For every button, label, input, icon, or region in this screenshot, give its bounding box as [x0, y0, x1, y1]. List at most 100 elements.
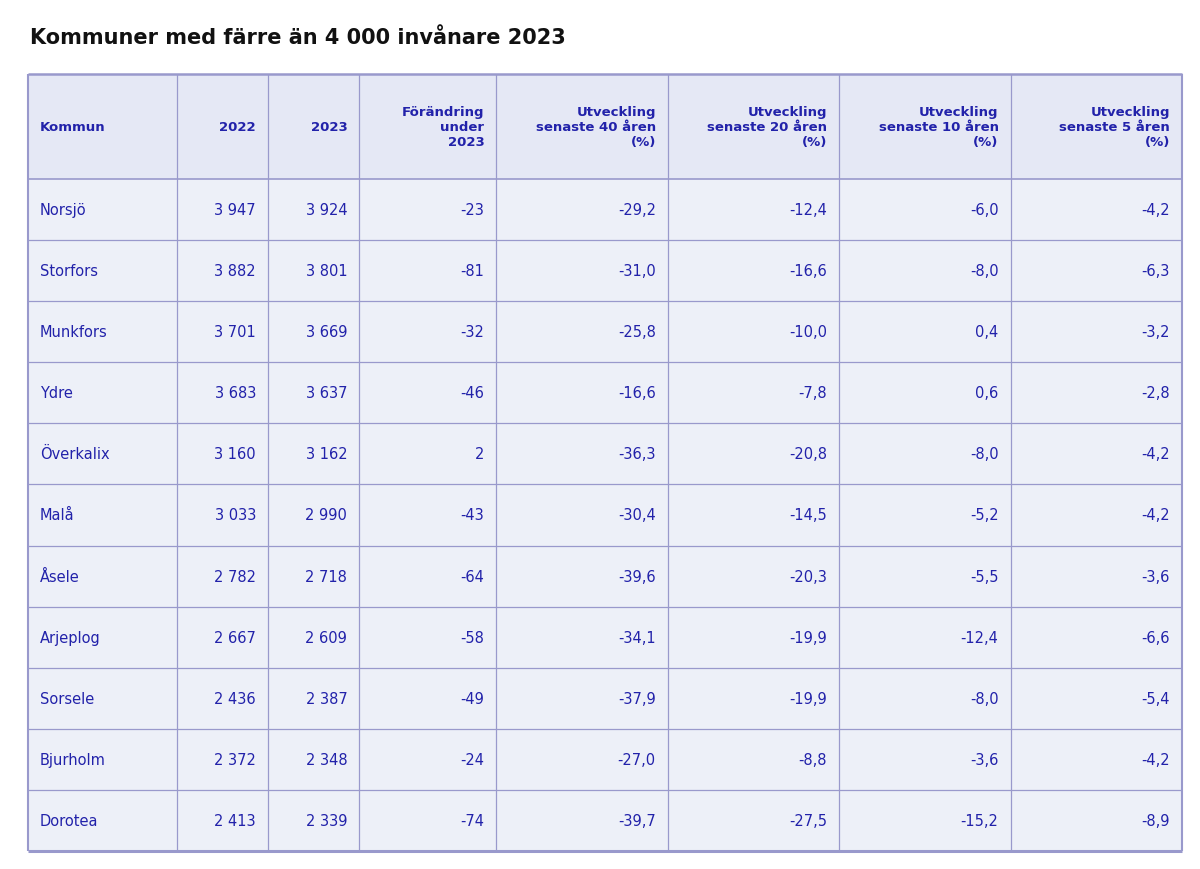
- Text: -34,1: -34,1: [618, 630, 656, 645]
- Text: -8,0: -8,0: [970, 264, 998, 279]
- Bar: [28, 668, 1182, 729]
- Text: -20,3: -20,3: [790, 569, 827, 584]
- Text: -2,8: -2,8: [1141, 386, 1170, 401]
- Bar: [28, 75, 1182, 180]
- Text: 2 348: 2 348: [306, 752, 347, 767]
- Text: -16,6: -16,6: [618, 386, 656, 401]
- Text: Sorsele: Sorsele: [40, 691, 95, 706]
- Text: 3 947: 3 947: [215, 202, 256, 218]
- Text: Kommun: Kommun: [40, 121, 106, 134]
- Text: Arjeplog: Arjeplog: [40, 630, 101, 645]
- Text: 3 669: 3 669: [306, 325, 347, 340]
- Text: Utveckling
senaste 5 åren
(%): Utveckling senaste 5 åren (%): [1060, 106, 1170, 149]
- Text: -74: -74: [461, 813, 485, 828]
- Bar: [28, 424, 1182, 485]
- Text: Ydre: Ydre: [40, 386, 73, 401]
- Text: 2 609: 2 609: [306, 630, 347, 645]
- Text: Storfors: Storfors: [40, 264, 98, 279]
- Text: -46: -46: [461, 386, 485, 401]
- Text: -27,0: -27,0: [618, 752, 656, 767]
- Text: -24: -24: [461, 752, 485, 767]
- Bar: [28, 363, 1182, 424]
- Text: 2 782: 2 782: [214, 569, 256, 584]
- Text: -39,6: -39,6: [618, 569, 656, 584]
- Text: Överkalix: Överkalix: [40, 447, 109, 462]
- Text: -6,6: -6,6: [1141, 630, 1170, 645]
- Text: 2 667: 2 667: [214, 630, 256, 645]
- Text: -12,4: -12,4: [790, 202, 827, 218]
- Text: -8,0: -8,0: [970, 691, 998, 706]
- Text: Förändring
under
2023: Förändring under 2023: [402, 106, 485, 149]
- Bar: [28, 729, 1182, 790]
- Text: 3 160: 3 160: [215, 447, 256, 462]
- Text: -15,2: -15,2: [961, 813, 998, 828]
- Text: -19,9: -19,9: [790, 691, 827, 706]
- Text: -43: -43: [461, 507, 485, 523]
- Text: Munkfors: Munkfors: [40, 325, 108, 340]
- Text: Åsele: Åsele: [40, 569, 79, 584]
- Text: 3 162: 3 162: [306, 447, 347, 462]
- Text: 2 436: 2 436: [215, 691, 256, 706]
- Text: -23: -23: [461, 202, 485, 218]
- Text: 2: 2: [475, 447, 485, 462]
- Text: -29,2: -29,2: [618, 202, 656, 218]
- Text: -6,3: -6,3: [1141, 264, 1170, 279]
- Text: -58: -58: [461, 630, 485, 645]
- Text: -3,2: -3,2: [1141, 325, 1170, 340]
- Text: Bjurholm: Bjurholm: [40, 752, 106, 767]
- Text: -49: -49: [461, 691, 485, 706]
- Bar: [28, 790, 1182, 851]
- Text: -10,0: -10,0: [790, 325, 827, 340]
- Text: 3 683: 3 683: [215, 386, 256, 401]
- Text: -4,2: -4,2: [1141, 447, 1170, 462]
- Text: -4,2: -4,2: [1141, 202, 1170, 218]
- Text: -5,2: -5,2: [970, 507, 998, 523]
- Text: 2023: 2023: [311, 121, 347, 134]
- Text: -39,7: -39,7: [618, 813, 656, 828]
- Text: 3 882: 3 882: [215, 264, 256, 279]
- Text: -5,4: -5,4: [1141, 691, 1170, 706]
- Text: -81: -81: [461, 264, 485, 279]
- Text: -5,5: -5,5: [970, 569, 998, 584]
- Text: Dorotea: Dorotea: [40, 813, 98, 828]
- Text: -12,4: -12,4: [961, 630, 998, 645]
- Text: Malå: Malå: [40, 507, 74, 523]
- Bar: [28, 241, 1182, 302]
- Text: -30,4: -30,4: [618, 507, 656, 523]
- Text: 2 387: 2 387: [306, 691, 347, 706]
- Text: 2 339: 2 339: [306, 813, 347, 828]
- Text: -64: -64: [461, 569, 485, 584]
- Text: Kommuner med färre än 4 000 invånare 2023: Kommuner med färre än 4 000 invånare 202…: [30, 28, 565, 48]
- Text: -3,6: -3,6: [971, 752, 998, 767]
- Text: 0,6: 0,6: [976, 386, 998, 401]
- Text: -4,2: -4,2: [1141, 507, 1170, 523]
- Text: 0,4: 0,4: [976, 325, 998, 340]
- Text: -14,5: -14,5: [790, 507, 827, 523]
- Text: -3,6: -3,6: [1141, 569, 1170, 584]
- Text: -7,8: -7,8: [799, 386, 827, 401]
- Text: -32: -32: [461, 325, 485, 340]
- Text: 2022: 2022: [220, 121, 256, 134]
- Text: -19,9: -19,9: [790, 630, 827, 645]
- Text: -27,5: -27,5: [790, 813, 827, 828]
- Bar: [28, 180, 1182, 241]
- Text: Utveckling
senaste 10 åren
(%): Utveckling senaste 10 åren (%): [878, 106, 998, 149]
- Text: Norsjö: Norsjö: [40, 202, 86, 218]
- Text: 2 413: 2 413: [215, 813, 256, 828]
- Text: -36,3: -36,3: [618, 447, 656, 462]
- Text: 3 701: 3 701: [214, 325, 256, 340]
- Text: -20,8: -20,8: [790, 447, 827, 462]
- Text: -6,0: -6,0: [970, 202, 998, 218]
- Text: -8,9: -8,9: [1141, 813, 1170, 828]
- Text: -25,8: -25,8: [618, 325, 656, 340]
- Bar: [28, 485, 1182, 546]
- Text: 3 033: 3 033: [215, 507, 256, 523]
- Text: -16,6: -16,6: [790, 264, 827, 279]
- Text: 3 637: 3 637: [306, 386, 347, 401]
- Text: -8,0: -8,0: [970, 447, 998, 462]
- Text: -8,8: -8,8: [799, 752, 827, 767]
- Text: 3 924: 3 924: [306, 202, 347, 218]
- Text: Utveckling
senaste 20 åren
(%): Utveckling senaste 20 åren (%): [707, 106, 827, 149]
- Text: 2 990: 2 990: [306, 507, 347, 523]
- Bar: [28, 607, 1182, 668]
